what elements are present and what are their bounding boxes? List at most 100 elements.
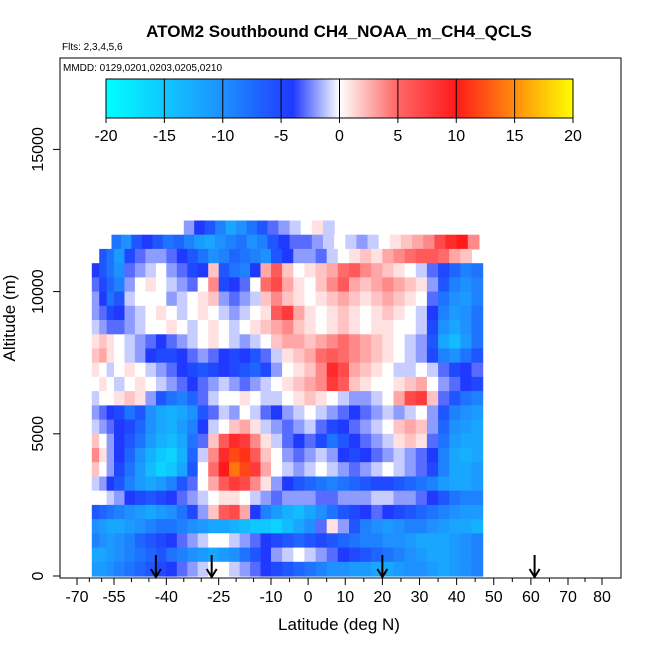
x-tick-label: -55 (102, 589, 125, 606)
heatmap-cell (471, 519, 484, 534)
heatmap-cell (155, 391, 167, 406)
heatmap-cell (166, 348, 178, 364)
heatmap-cell (456, 234, 469, 250)
flight-arrow (150, 555, 162, 579)
heatmap-cell (236, 220, 248, 236)
heatmap-cell (326, 547, 339, 563)
heatmap-cell (404, 504, 417, 520)
heatmap-cell (187, 504, 199, 520)
heatmap-cell (426, 561, 439, 577)
heatmap-cell (449, 433, 461, 449)
heatmap-cell (293, 248, 305, 264)
heatmap-cell (471, 476, 484, 492)
heatmap-cell (304, 504, 317, 520)
heatmap-cell (166, 448, 178, 463)
heatmap-cell (282, 248, 294, 264)
heatmap-cell (271, 490, 283, 506)
heatmap-cell (197, 490, 209, 506)
heatmap-cell (304, 320, 317, 335)
heatmap-cell (415, 305, 428, 321)
heatmap-cell (311, 234, 324, 250)
heatmap-cell (449, 504, 461, 520)
heatmap-cell (404, 334, 417, 350)
heatmap-cell (438, 305, 450, 321)
heatmap-cell (124, 448, 136, 463)
heatmap-cell (229, 376, 241, 392)
heatmap-cell (326, 476, 339, 492)
heatmap-cell (271, 433, 283, 449)
heatmap-cell (315, 348, 328, 364)
heatmap-cell (106, 448, 115, 463)
heatmap-cell (239, 391, 251, 406)
heatmap-cell (304, 291, 317, 307)
heatmap-cell (438, 433, 450, 449)
heatmap-cell (426, 476, 439, 492)
heatmap-cell (197, 334, 209, 350)
heatmap-cell (114, 320, 126, 335)
heatmap-cell (326, 320, 339, 335)
heatmap-cell (145, 476, 157, 492)
heatmap-cell (99, 362, 108, 378)
heatmap-cell (349, 305, 361, 321)
heatmap-cell (393, 462, 406, 477)
heatmap-cell (282, 405, 294, 421)
heatmap-cell (460, 561, 472, 577)
colorbar-tick-label: 10 (447, 128, 465, 145)
heatmap-cell (155, 320, 167, 335)
heatmap-cell (218, 334, 230, 350)
heatmap-cell (471, 320, 484, 335)
heatmap-cell (271, 547, 283, 563)
heatmap-cell (282, 547, 294, 563)
heatmap-cell (415, 533, 428, 549)
heatmap-cell (304, 448, 317, 463)
heatmap-cell (166, 320, 178, 335)
colorbar-tick-label: -20 (94, 128, 117, 145)
colorbar-tick-label: -15 (153, 128, 176, 145)
heatmap-cell (250, 320, 262, 335)
heatmap-cell (311, 220, 324, 236)
heatmap-cell (197, 405, 209, 421)
heatmap-cell (155, 277, 167, 293)
heatmap-cell (250, 277, 262, 293)
x-tick-label: 50 (485, 589, 503, 606)
heatmap-cell (449, 263, 461, 278)
y-tick-label: 5000 (30, 416, 47, 452)
heatmap-cell (304, 263, 317, 278)
heatmap-cell (415, 462, 428, 477)
heatmap-cell (389, 234, 402, 250)
heatmap-cell (371, 490, 383, 506)
heatmap-cell (371, 405, 383, 421)
heatmap-cell (166, 391, 178, 406)
heatmap-cell (197, 448, 209, 463)
heatmap-cell (415, 547, 428, 563)
heatmap-cell (415, 561, 428, 577)
heatmap-cell (304, 334, 317, 350)
heatmap-cell (91, 334, 100, 350)
heatmap-cell (176, 561, 188, 577)
heatmap-cell (91, 504, 100, 520)
heatmap-cell (145, 376, 157, 392)
heatmap-cell (337, 348, 350, 364)
heatmap-cell (349, 476, 361, 492)
heatmap-cell (415, 291, 428, 307)
heatmap-cell (260, 362, 272, 378)
heatmap-cell (106, 405, 115, 421)
heatmap-cell (166, 334, 178, 350)
heatmap-cell (229, 490, 241, 506)
heatmap-cell (393, 334, 406, 350)
heatmap-cell (460, 248, 472, 264)
heatmap-cell (360, 462, 372, 477)
heatmap-cell (187, 433, 199, 449)
heatmap-cell (337, 362, 350, 378)
heatmap-cell (229, 391, 241, 406)
heatmap-cell (114, 476, 126, 492)
heatmap-cell (114, 561, 126, 577)
heatmap-cell (345, 234, 357, 250)
heatmap-cell (155, 376, 167, 392)
heatmap-cell (260, 419, 272, 435)
heatmap-cell (166, 462, 178, 477)
heatmap-cell (337, 320, 350, 335)
heatmap-cell (293, 277, 305, 293)
heatmap-cell (225, 220, 237, 236)
heatmap-cell (434, 234, 447, 250)
